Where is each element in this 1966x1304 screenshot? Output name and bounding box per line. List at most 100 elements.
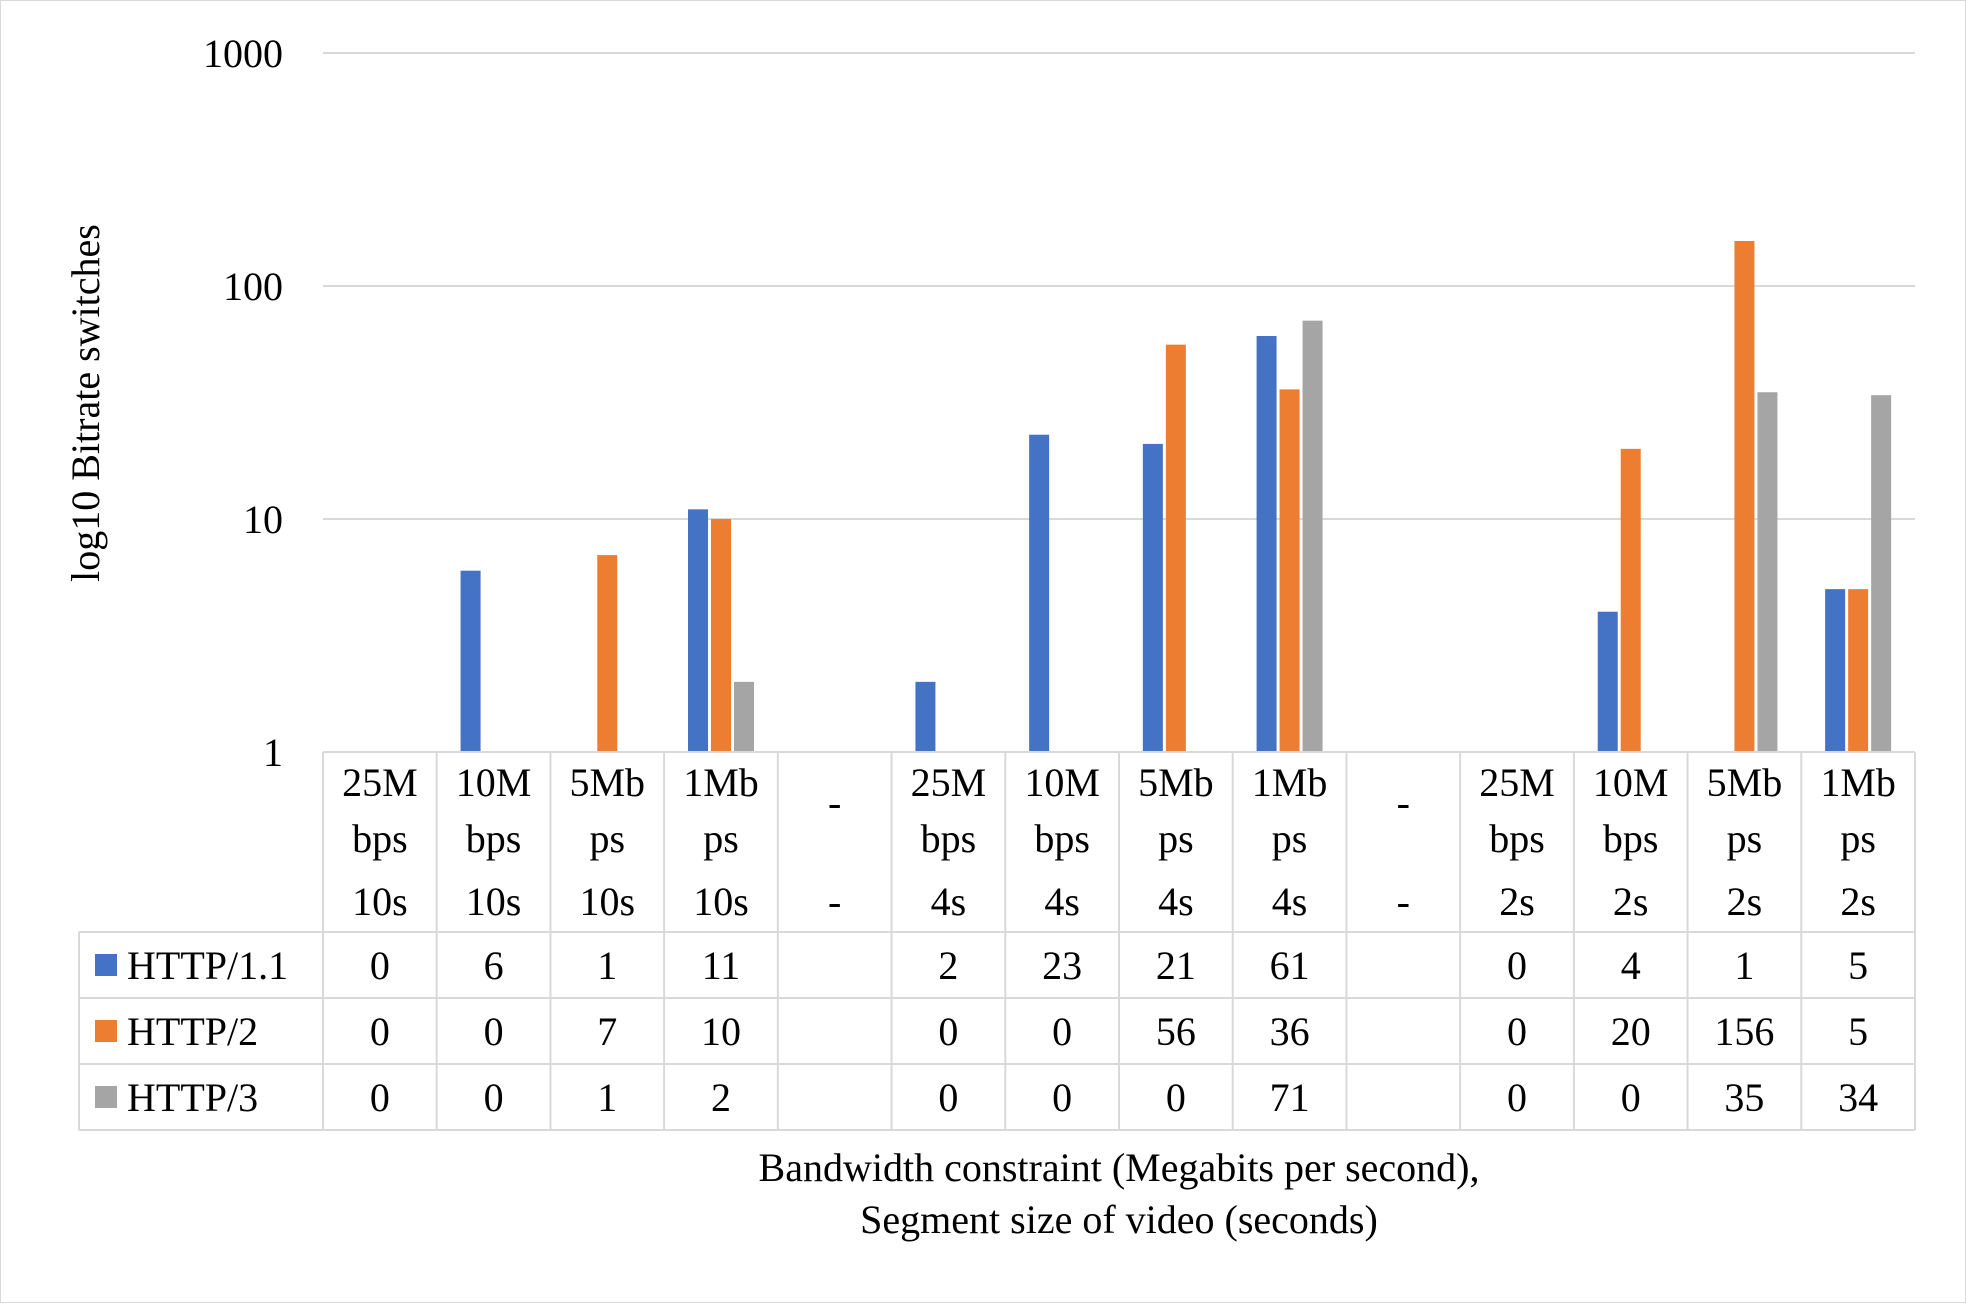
data-label: 4 — [1621, 943, 1641, 988]
x-category-label: 25M — [1479, 760, 1555, 805]
data-label: 7 — [597, 1009, 617, 1054]
data-label: 0 — [484, 1009, 504, 1054]
x-category-label: ps — [1840, 816, 1876, 861]
x-category-label: 10s — [579, 879, 635, 924]
data-label: 35 — [1724, 1075, 1764, 1120]
data-label: 20 — [1611, 1009, 1651, 1054]
x-axis-title: Segment size of video (seconds) — [860, 1197, 1378, 1242]
bar — [460, 570, 481, 752]
data-label: 0 — [1052, 1075, 1072, 1120]
x-category-label: - — [828, 780, 841, 825]
x-category-label: 4s — [1044, 879, 1080, 924]
x-category-label: ps — [589, 816, 625, 861]
data-label: 11 — [702, 943, 741, 988]
data-label: 0 — [370, 1075, 390, 1120]
data-label: 34 — [1838, 1075, 1878, 1120]
bar — [1825, 589, 1846, 752]
data-label: 5 — [1848, 943, 1868, 988]
data-label: 156 — [1714, 1009, 1774, 1054]
x-category-label: ps — [1158, 816, 1194, 861]
x-category-label: 2s — [1840, 879, 1876, 924]
x-category-label: - — [1397, 780, 1410, 825]
data-label: 21 — [1156, 943, 1196, 988]
x-category-label: 2s — [1499, 879, 1535, 924]
x-category-label: bps — [466, 816, 522, 861]
x-category-label: - — [1397, 879, 1410, 924]
bar — [1620, 448, 1641, 752]
x-category-label: - — [828, 879, 841, 924]
bar — [1757, 392, 1778, 752]
y-axis-title: log10 Bitrate switches — [63, 224, 108, 582]
x-category-label: ps — [703, 816, 739, 861]
bar — [1734, 241, 1755, 753]
x-category-label: 5Mb — [1138, 760, 1214, 805]
legend-swatch — [95, 1020, 117, 1042]
legend-label: HTTP/2 — [127, 1009, 258, 1054]
x-category-label: 1Mb — [683, 760, 759, 805]
x-category-label: 10s — [693, 879, 749, 924]
bar — [1029, 434, 1050, 752]
x-category-label: 2s — [1613, 879, 1649, 924]
bar — [734, 681, 754, 752]
data-label: 0 — [938, 1009, 958, 1054]
x-category-label: bps — [352, 816, 408, 861]
x-category-label: 5Mb — [1707, 760, 1783, 805]
data-label: 1 — [1734, 943, 1754, 988]
bar — [1871, 395, 1892, 752]
x-category-label: 25M — [342, 760, 418, 805]
y-tick-label: 10 — [243, 497, 283, 542]
data-label: 0 — [1166, 1075, 1186, 1120]
data-label: 71 — [1270, 1075, 1310, 1120]
data-label: 2 — [938, 943, 958, 988]
x-category-label: 2s — [1727, 879, 1763, 924]
bar — [597, 555, 618, 752]
data-label: 23 — [1042, 943, 1082, 988]
bar — [1142, 443, 1163, 752]
data-label: 5 — [1848, 1009, 1868, 1054]
legend-swatch — [95, 954, 117, 976]
legend-swatch — [95, 1086, 117, 1108]
x-category-label: 10M — [1024, 760, 1100, 805]
bar — [1256, 336, 1277, 752]
data-label: 0 — [1507, 1009, 1527, 1054]
bar — [915, 681, 936, 752]
data-label: 0 — [1052, 1009, 1072, 1054]
data-label: 2 — [711, 1075, 731, 1120]
x-category-label: bps — [1603, 816, 1659, 861]
bar — [1848, 589, 1869, 752]
x-category-label: 10s — [466, 879, 522, 924]
y-tick-label: 1000 — [203, 31, 283, 76]
bar — [1597, 611, 1618, 752]
data-label: 0 — [484, 1075, 504, 1120]
x-category-label: 10M — [456, 760, 532, 805]
x-category-label: ps — [1272, 816, 1308, 861]
bar — [1302, 320, 1323, 752]
bar — [711, 519, 731, 752]
data-label: 0 — [1507, 1075, 1527, 1120]
x-category-label: bps — [921, 816, 977, 861]
x-category-label: 4s — [931, 879, 967, 924]
x-category-label: 1Mb — [1252, 760, 1328, 805]
data-label: 10 — [701, 1009, 741, 1054]
x-category-label: 4s — [1272, 879, 1308, 924]
data-label: 0 — [1621, 1075, 1641, 1120]
y-tick-label: 100 — [223, 264, 283, 309]
data-label: 56 — [1156, 1009, 1196, 1054]
data-label: 0 — [1507, 943, 1527, 988]
x-category-label: 5Mb — [569, 760, 645, 805]
x-category-label: 25M — [911, 760, 987, 805]
x-category-label: bps — [1034, 816, 1090, 861]
x-category-label: 1Mb — [1820, 760, 1896, 805]
data-label: 6 — [484, 943, 504, 988]
legend-label: HTTP/3 — [127, 1075, 258, 1120]
x-category-label: 10M — [1593, 760, 1669, 805]
x-category-label: bps — [1489, 816, 1545, 861]
data-label: 1 — [597, 943, 617, 988]
x-axis-title: Bandwidth constraint (Megabits per secon… — [759, 1145, 1480, 1190]
data-label: 36 — [1270, 1009, 1310, 1054]
data-label: 0 — [370, 943, 390, 988]
x-category-label: 4s — [1158, 879, 1194, 924]
data-label: 0 — [370, 1009, 390, 1054]
